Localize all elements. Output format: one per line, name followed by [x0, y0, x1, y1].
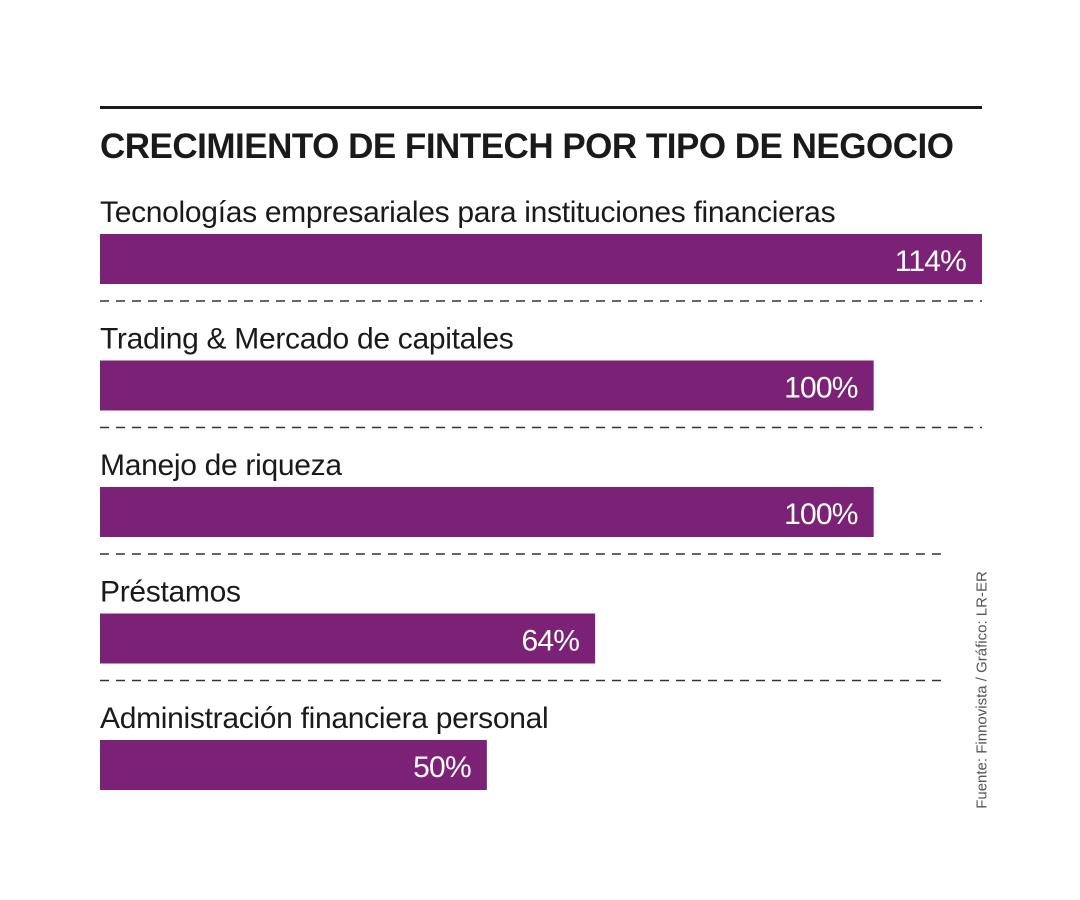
- bar: [100, 487, 874, 537]
- title-rule: [100, 106, 982, 109]
- chart-title: CRECIMIENTO DE FINTECH POR TIPO DE NEGOC…: [100, 127, 954, 166]
- category-label: Manejo de riqueza: [100, 449, 342, 482]
- bar: [100, 234, 982, 284]
- value-label: 64%: [522, 625, 580, 658]
- source-note: Fuente: Finnovista / Gráfico: LR-ER: [973, 571, 991, 809]
- value-label: 100%: [784, 498, 858, 531]
- category-label: Préstamos: [100, 576, 241, 609]
- bar: [100, 740, 487, 790]
- category-label: Tecnologías empresariales para instituci…: [100, 196, 835, 229]
- value-label: 114%: [895, 245, 966, 278]
- value-label: 50%: [413, 751, 471, 784]
- category-label: Administración financiera personal: [100, 702, 548, 735]
- value-label: 100%: [784, 372, 858, 405]
- bar: [100, 613, 596, 664]
- bar: [100, 360, 874, 411]
- category-label: Trading & Mercado de capitales: [100, 323, 513, 356]
